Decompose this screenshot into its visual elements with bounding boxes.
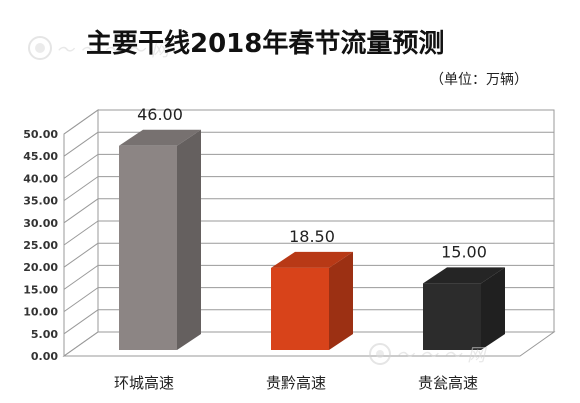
- bar-top: [271, 251, 353, 268]
- y-tick-label: 0.00: [31, 350, 58, 363]
- y-tick-label: 35.00: [23, 195, 58, 208]
- bars: [119, 129, 505, 350]
- grid-line-side: [63, 198, 99, 224]
- bar-front: [119, 145, 177, 350]
- svg-text:～ ～ ～ 网: ～ ～ ～ 网: [396, 345, 487, 366]
- grid-line-side: [63, 264, 99, 290]
- x-tick-label-1: 环城高速: [114, 374, 174, 392]
- grid-line-side: [63, 131, 99, 157]
- data-label-1: 46.00: [137, 105, 183, 124]
- y-axis-ticks: 0.00 5.00 10.00 15.00 20.00 25.00 30.00 35.00 40…: [23, 128, 58, 363]
- chart-title: 主要干线2018年春节流量预测: [86, 28, 444, 59]
- grid-line-side: [63, 176, 99, 202]
- grid-line-side: [63, 287, 99, 313]
- bar-front: [271, 267, 329, 350]
- bar-1: [119, 129, 201, 350]
- bar-side: [329, 251, 353, 350]
- y-tick-label: 5.00: [31, 328, 58, 341]
- y-tick-label: 20.00: [23, 261, 58, 274]
- bar-top: [119, 129, 201, 146]
- grid-line-side: [63, 153, 99, 179]
- data-labels: 46.00 18.50 15.00: [137, 105, 487, 262]
- grid-line-side: [63, 242, 99, 268]
- x-tick-label-2: 贵黔高速: [266, 374, 326, 392]
- y-tick-label: 50.00: [23, 128, 58, 141]
- y-tick-label: 25.00: [23, 239, 58, 252]
- y-tick-label: 30.00: [23, 217, 58, 230]
- svg-text:～ ～ ～ ～ 网: ～ ～ ～ ～ 网: [56, 40, 171, 61]
- grid-line-side: [63, 331, 99, 357]
- y-tick-label: 15.00: [23, 283, 58, 296]
- x-axis-labels: 环城高速 贵黔高速 贵瓮高速: [114, 374, 478, 392]
- x-tick-label-3: 贵瓮高速: [418, 374, 478, 392]
- grid-line-side: [63, 220, 99, 246]
- grid-line-side: [63, 109, 99, 135]
- grid-line-side: [63, 309, 99, 335]
- bar-side: [481, 267, 505, 350]
- bar-3: [423, 267, 505, 350]
- y-tick-label: 10.00: [23, 306, 58, 319]
- bar-top: [423, 267, 505, 284]
- bar-side: [177, 129, 201, 350]
- bar-front: [423, 283, 481, 350]
- unit-note: （单位：万辆）: [430, 72, 528, 88]
- watermark-logo-top: ～ ～ ～ ～ 网: [28, 36, 171, 61]
- watermark-logo-bottom: ～ ～ ～ 网: [369, 343, 487, 366]
- data-label-2: 18.50: [289, 227, 335, 246]
- y-tick-label: 45.00: [23, 150, 58, 163]
- bar-2: [271, 251, 353, 350]
- data-label-3: 15.00: [441, 242, 487, 261]
- y-tick-label: 40.00: [23, 172, 58, 185]
